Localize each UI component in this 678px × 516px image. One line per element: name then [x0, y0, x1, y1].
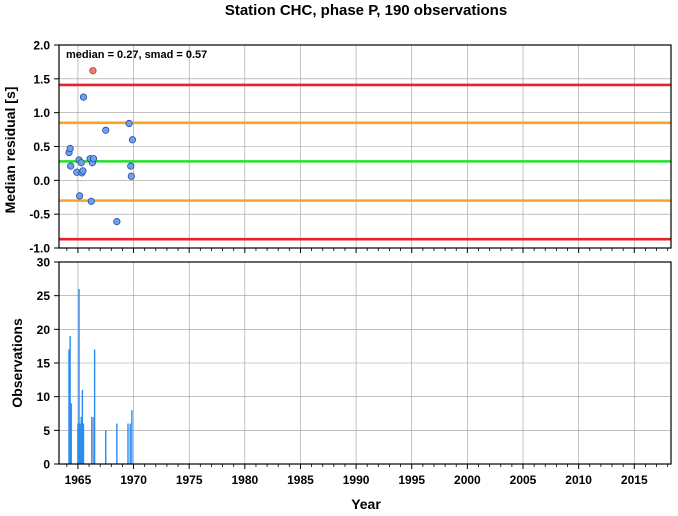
x-tick-label: 2015 [621, 473, 648, 487]
x-tick-label: 1975 [176, 473, 203, 487]
bottom-panel-ylabel: Observations [9, 318, 25, 408]
observation-bar [69, 336, 71, 464]
y-tick-label: -1.0 [29, 242, 50, 256]
x-tick-label: 2010 [565, 473, 592, 487]
residual-point [67, 162, 75, 170]
x-tick-label: 2000 [454, 473, 481, 487]
observation-bar [81, 389, 84, 464]
y-tick-label: 0.0 [33, 174, 50, 188]
observation-bar [92, 416, 95, 464]
residual-point [79, 167, 87, 175]
x-tick-label: 1985 [287, 473, 314, 487]
residual-point [77, 159, 85, 167]
observation-bar [77, 423, 79, 464]
x-tick-label: 1990 [343, 473, 370, 487]
residual-point [89, 155, 98, 163]
observation-bar [82, 423, 85, 464]
chart-title: Station CHC, phase P, 190 observations [225, 2, 507, 19]
plot-frame [58, 261, 672, 465]
residual-point [128, 136, 137, 144]
observation-bar [129, 423, 131, 464]
observation-bar [116, 423, 118, 464]
outlier-point [89, 67, 97, 75]
y-tick-label: 2.0 [33, 39, 50, 53]
x-tick-label: 2005 [510, 473, 537, 487]
y-tick-label: 1.5 [33, 72, 50, 86]
residual-point [113, 218, 121, 226]
residual-point [75, 192, 84, 200]
residual-point [102, 126, 110, 134]
observation-bar [70, 403, 72, 464]
observation-bar [127, 423, 129, 464]
x-tick-label: 1965 [65, 473, 92, 487]
residual-point [127, 162, 135, 170]
observation-bar [78, 288, 80, 464]
x-tick-label: 1980 [231, 473, 258, 487]
plot-frame [58, 44, 672, 249]
stats-annotation: median = 0.27, smad = 0.57 [66, 49, 207, 61]
x-tick-label: 1995 [398, 473, 425, 487]
observation-bar [68, 349, 70, 464]
y-tick-label: 15 [37, 357, 51, 371]
x-axis-label: Year [351, 496, 381, 511]
observations-panel: 1965 1970 1975 1980 1985 1990 1995 2000 2005 2010… [37, 256, 672, 487]
y-tick-label: 30 [37, 256, 51, 270]
x-tick-label: 1970 [120, 473, 147, 487]
residual-point [125, 119, 133, 128]
y-tick-label: 1.0 [33, 106, 50, 120]
residual-point [79, 93, 88, 101]
residual-panel: -1.0 -0.5 0.0 0.5 1.0 1.5 2.0 [29, 39, 672, 256]
observation-bar [91, 416, 93, 464]
y-tick-label: 25 [37, 289, 51, 303]
y-tick-label: 10 [37, 390, 51, 404]
y-tick-label: 5 [43, 424, 50, 438]
y-tick-label: 20 [37, 323, 51, 337]
observation-bar [131, 410, 133, 464]
top-panel-ylabel: Median residual [s] [2, 87, 18, 214]
residual-point [87, 197, 95, 205]
residual-point [66, 144, 74, 153]
y-tick-label: -0.5 [29, 208, 50, 222]
y-tick-label: 0 [43, 458, 50, 472]
y-tick-label: 0.5 [33, 140, 50, 154]
observation-bar [79, 423, 81, 464]
observation-bar [80, 416, 82, 464]
observation-bar [105, 430, 107, 464]
observation-bar [93, 349, 96, 464]
residual-point [127, 172, 135, 180]
